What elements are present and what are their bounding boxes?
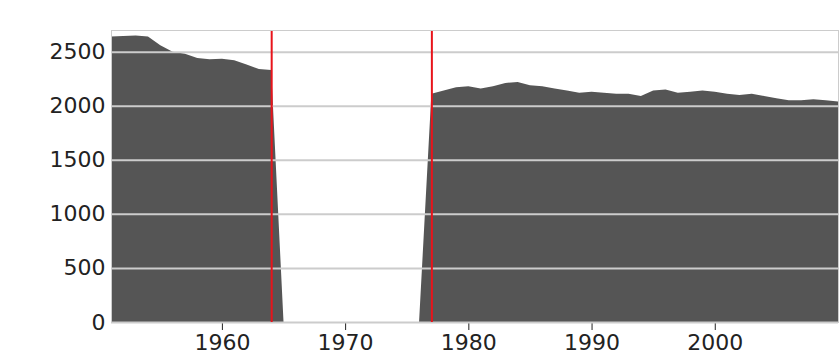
svg-text:2000: 2000 — [50, 93, 106, 118]
svg-text:1000: 1000 — [50, 201, 106, 226]
svg-text:1960: 1960 — [194, 330, 250, 355]
svg-text:1500: 1500 — [50, 147, 106, 172]
svg-text:1970: 1970 — [318, 330, 374, 355]
svg-text:500: 500 — [64, 255, 106, 280]
svg-text:1990: 1990 — [564, 330, 620, 355]
svg-text:2500: 2500 — [50, 39, 106, 64]
svg-text:2000: 2000 — [687, 330, 743, 355]
svg-text:1980: 1980 — [441, 330, 497, 355]
svg-text:0: 0 — [92, 310, 106, 335]
